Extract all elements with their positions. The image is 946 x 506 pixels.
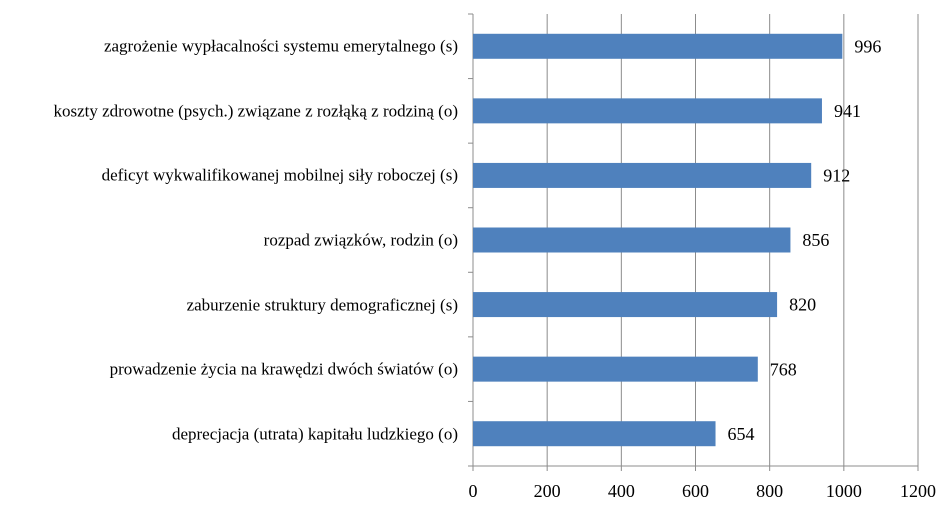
y-tick-label: deprecjacja (utrata) kapitału ludzkiego …: [171, 424, 458, 444]
y-tick-label: zaburzenie struktury demograficznej (s): [186, 295, 458, 315]
y-tick-label-box: prowadzenie życia na krawędzi dwóch świa…: [110, 359, 458, 380]
y-tick-label-box: zagrożenie wypłacalności systemu emeryta…: [104, 36, 458, 57]
bar: [473, 356, 758, 382]
value-label: 941: [834, 101, 861, 121]
value-label: 768: [770, 359, 797, 379]
value-label: 912: [823, 166, 850, 186]
y-tick-label: zagrożenie wypłacalności systemu emeryta…: [103, 36, 458, 56]
value-label: 856: [802, 230, 829, 250]
value-label: 820: [789, 295, 816, 315]
value-label: 996: [854, 36, 881, 56]
x-tick-label: 800: [756, 481, 783, 501]
y-tick-label-box: rozpad związków, rodzin (o): [264, 230, 458, 251]
bar: [473, 98, 822, 124]
y-tick-label-box: deficyt wykwalifikowanej mobilnej siły r…: [102, 165, 458, 186]
value-label: 654: [728, 424, 755, 444]
x-tick-label: 0: [469, 481, 478, 501]
y-tick-label-box: deprecjacja (utrata) kapitału ludzkiego …: [172, 423, 458, 444]
bar: [473, 33, 843, 59]
x-tick-label: 1200: [900, 481, 936, 501]
y-tick-label-box: koszty zdrowotne (psych.) związane z roz…: [53, 100, 458, 121]
y-tick-label: koszty zdrowotne (psych.) związane z roz…: [53, 101, 458, 121]
x-tick-label: 400: [608, 481, 635, 501]
y-tick-label: prowadzenie życia na krawędzi dwóch świa…: [109, 359, 458, 379]
y-tick-label: rozpad związków, rodzin (o): [263, 230, 458, 250]
y-tick-label-box: zaburzenie struktury demograficznej (s): [187, 294, 458, 315]
x-tick-label: 200: [534, 481, 561, 501]
bar: [473, 292, 778, 318]
x-tick-label: 600: [682, 481, 709, 501]
bar: [473, 421, 716, 447]
y-tick-label: deficyt wykwalifikowanej mobilnej siły r…: [101, 165, 458, 185]
x-tick-label: 1000: [826, 481, 862, 501]
bar: [473, 227, 791, 253]
bar: [473, 162, 812, 188]
